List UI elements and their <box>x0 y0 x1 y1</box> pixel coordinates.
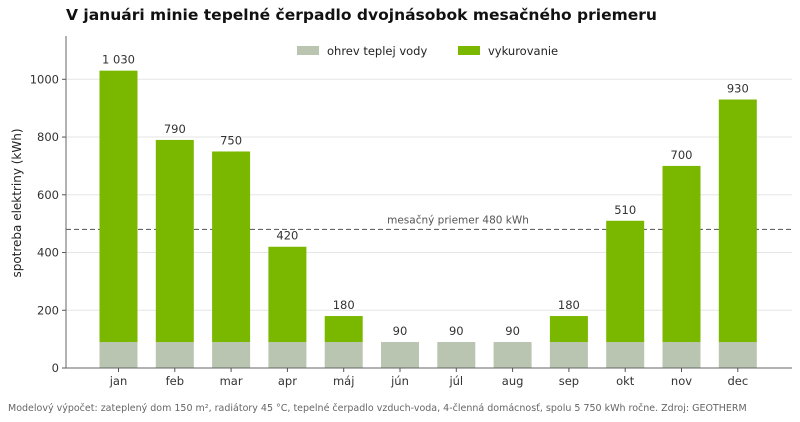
y-tick-label: 1000 <box>30 72 59 86</box>
data-label: 700 <box>671 148 693 162</box>
bar-heating <box>155 139 194 343</box>
bar-heating <box>324 316 363 343</box>
data-label: 420 <box>276 229 298 243</box>
data-label: 90 <box>393 324 408 338</box>
y-tick-label: 200 <box>37 303 59 317</box>
legend-label: vykurovanie <box>488 44 558 58</box>
bar-heating <box>268 246 307 343</box>
x-tick-label: sep <box>559 374 579 388</box>
bar-hot-water <box>212 342 251 368</box>
bar-hot-water <box>718 342 757 368</box>
bars: 1 030 790 750 420 180 90 90 90 180 510 700 930 <box>99 53 757 368</box>
y-tick-label: 0 <box>52 361 59 375</box>
data-label: 930 <box>727 82 749 96</box>
y-tick-label: 600 <box>37 188 59 202</box>
bar-heating <box>606 220 645 343</box>
bar-heating <box>662 165 701 343</box>
x-tick-label: jún <box>390 374 409 388</box>
bar-hot-water <box>324 342 363 368</box>
y-tick-label: 400 <box>37 246 59 260</box>
bar-hot-water <box>662 342 701 368</box>
bar-heating <box>549 316 588 343</box>
x-tick-label: apr <box>278 374 297 388</box>
data-label: 180 <box>333 298 355 312</box>
x-tick-label: mar <box>220 374 243 388</box>
legend-swatch <box>297 46 319 55</box>
x-tick-label: dec <box>727 374 748 388</box>
x-tick-label: aug <box>502 374 524 388</box>
x-tick-label: jan <box>109 374 128 388</box>
bar-hot-water <box>99 342 138 368</box>
legend-label: ohrev teplej vody <box>327 44 427 58</box>
bar-heating <box>212 151 251 343</box>
chart-title: V januári minie tepelné čerpadlo dvojnás… <box>66 6 657 24</box>
data-label: 90 <box>449 324 464 338</box>
bar-heating <box>99 70 138 343</box>
bar-hot-water <box>549 342 588 368</box>
x-tick-label: júl <box>448 374 463 388</box>
data-label: 510 <box>614 203 636 217</box>
footnote: Modelový výpočet: zateplený dom 150 m², … <box>8 403 747 414</box>
axes: 0 200 400 600 800 1000 jan feb mar apr máj jún júl au… <box>30 36 792 388</box>
data-label: 750 <box>220 133 242 147</box>
bar-hot-water <box>155 342 194 368</box>
bar-hot-water <box>437 342 476 368</box>
data-label: 1 030 <box>102 53 135 67</box>
legend: ohrev teplej vody vykurovanie <box>297 44 558 58</box>
x-tick-label: máj <box>333 374 354 388</box>
bar-hot-water <box>268 342 307 368</box>
bar-heating <box>718 99 757 343</box>
x-tick-label: feb <box>166 374 184 388</box>
y-axis-label: spotreba elektriny (kWh) <box>10 128 24 277</box>
x-tick-label: okt <box>616 374 635 388</box>
reference-line-label: mesačný priemer 480 kWh <box>387 214 529 226</box>
bar-hot-water <box>493 342 532 368</box>
data-label: 180 <box>558 298 580 312</box>
bar-hot-water <box>381 342 419 368</box>
bar-hot-water <box>606 342 645 368</box>
legend-swatch <box>458 46 480 55</box>
y-tick-label: 800 <box>37 130 59 144</box>
x-tick-label: nov <box>671 374 692 388</box>
data-label: 90 <box>505 324 520 338</box>
data-label: 790 <box>164 122 186 136</box>
